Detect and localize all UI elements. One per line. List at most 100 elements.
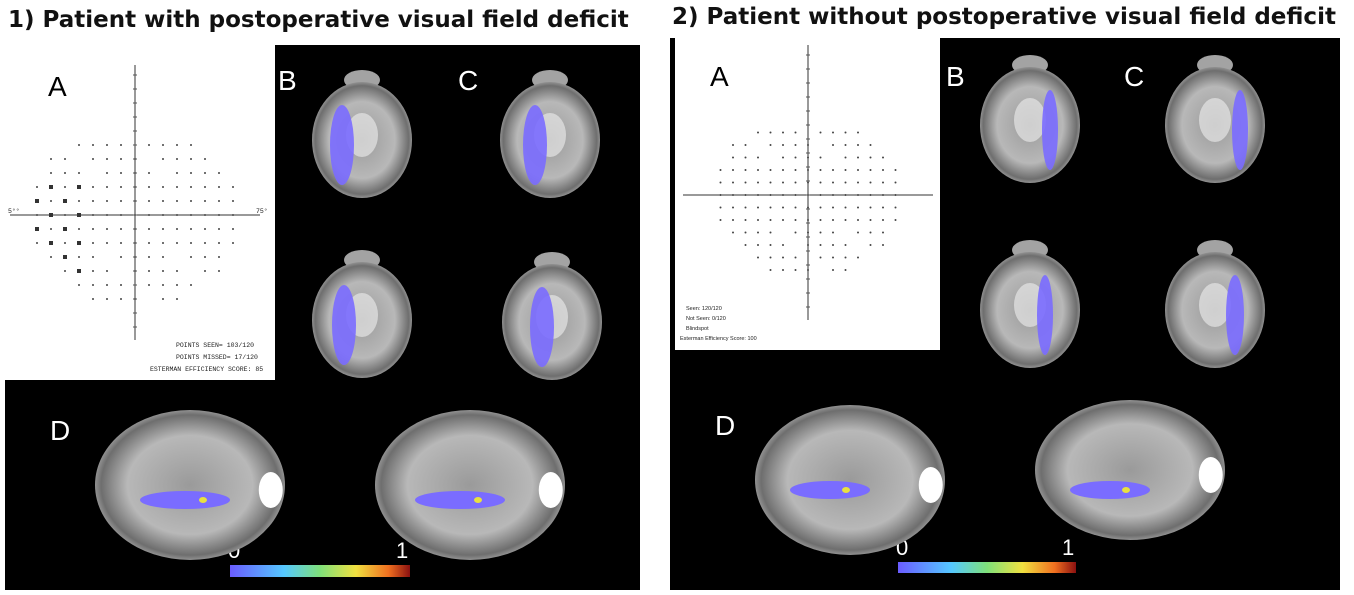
seen-point [204, 214, 206, 216]
seen-point [857, 132, 859, 134]
seen-point [218, 186, 220, 188]
seen-point [162, 186, 164, 188]
seen-point [870, 219, 872, 221]
seen-point [176, 270, 178, 272]
legend-text: POINTS MISSED= 17/120 [176, 354, 258, 361]
seen-point [64, 242, 66, 244]
seen-point [190, 186, 192, 188]
seen-point [36, 214, 38, 216]
brain-detail [259, 472, 283, 508]
seen-point [882, 182, 884, 184]
panel-letter: C [1124, 61, 1144, 92]
seen-point [176, 284, 178, 286]
seen-point [36, 186, 38, 188]
seen-point [162, 228, 164, 230]
seen-point [820, 257, 822, 259]
seen-point [120, 298, 122, 300]
seen-point [757, 157, 759, 159]
seen-point [820, 169, 822, 171]
seen-point [190, 256, 192, 258]
seen-point [757, 194, 759, 196]
tract [1042, 90, 1058, 170]
seen-point [895, 219, 897, 221]
seen-point [770, 219, 772, 221]
legend-text: Blindspot [686, 326, 709, 332]
seen-point [162, 214, 164, 216]
seen-point [218, 228, 220, 230]
seen-point [782, 244, 784, 246]
seen-point [820, 157, 822, 159]
seen-point [832, 182, 834, 184]
seen-point [770, 132, 772, 134]
seen-point [845, 169, 847, 171]
seen-point [148, 200, 150, 202]
tract [1070, 481, 1150, 499]
seen-point [882, 194, 884, 196]
seen-point [857, 207, 859, 209]
seen-point [92, 144, 94, 146]
seen-point [895, 169, 897, 171]
seen-point [795, 157, 797, 159]
seen-point [845, 219, 847, 221]
seen-point [176, 242, 178, 244]
missed-point [63, 227, 67, 231]
seen-point [845, 132, 847, 134]
seen-point [795, 219, 797, 221]
seen-point [807, 219, 809, 221]
seen-point [832, 257, 834, 259]
seen-point [204, 242, 206, 244]
seen-point [190, 228, 192, 230]
seen-point [232, 228, 234, 230]
seen-point [782, 194, 784, 196]
seen-point [832, 232, 834, 234]
seen-point [64, 270, 66, 272]
seen-point [857, 182, 859, 184]
brain-slice [375, 410, 565, 560]
seen-point [120, 186, 122, 188]
legend-text: Esterman Efficiency Score: 100 [680, 336, 757, 342]
panel-title: 2) Patient without postoperative visual … [672, 4, 1336, 30]
missed-point [77, 241, 81, 245]
seen-point [190, 172, 192, 174]
seen-point [770, 182, 772, 184]
seen-point [845, 182, 847, 184]
seen-point [795, 132, 797, 134]
seen-point [870, 207, 872, 209]
seen-point [770, 244, 772, 246]
seen-point [757, 257, 759, 259]
seen-point [218, 270, 220, 272]
seen-point [176, 298, 178, 300]
seen-point [757, 169, 759, 171]
seen-point [92, 214, 94, 216]
tract [1037, 275, 1053, 355]
panel-letter: D [715, 410, 735, 441]
seen-point [64, 158, 66, 160]
seen-point [882, 207, 884, 209]
panel-letter: A [710, 61, 729, 92]
seen-point [50, 172, 52, 174]
panel-letter: C [458, 65, 478, 96]
seen-point [106, 186, 108, 188]
seen-point [807, 169, 809, 171]
seen-point [78, 284, 80, 286]
seen-point [820, 132, 822, 134]
seen-point [807, 232, 809, 234]
seen-point [218, 256, 220, 258]
seen-point [795, 207, 797, 209]
seen-point [795, 194, 797, 196]
seen-point [870, 157, 872, 159]
seen-point [148, 256, 150, 258]
seen-point [745, 157, 747, 159]
seen-point [190, 214, 192, 216]
seen-point [176, 214, 178, 216]
seen-point [857, 144, 859, 146]
seen-point [832, 219, 834, 221]
figure: 1) Patient with postoperative visual fie… [0, 0, 1354, 595]
seen-point [204, 172, 206, 174]
tract [1232, 90, 1248, 170]
seen-point [120, 256, 122, 258]
seen-point [732, 232, 734, 234]
seen-point [190, 158, 192, 160]
legend-text: Not Seen: 0/120 [686, 316, 726, 322]
seen-point [232, 200, 234, 202]
